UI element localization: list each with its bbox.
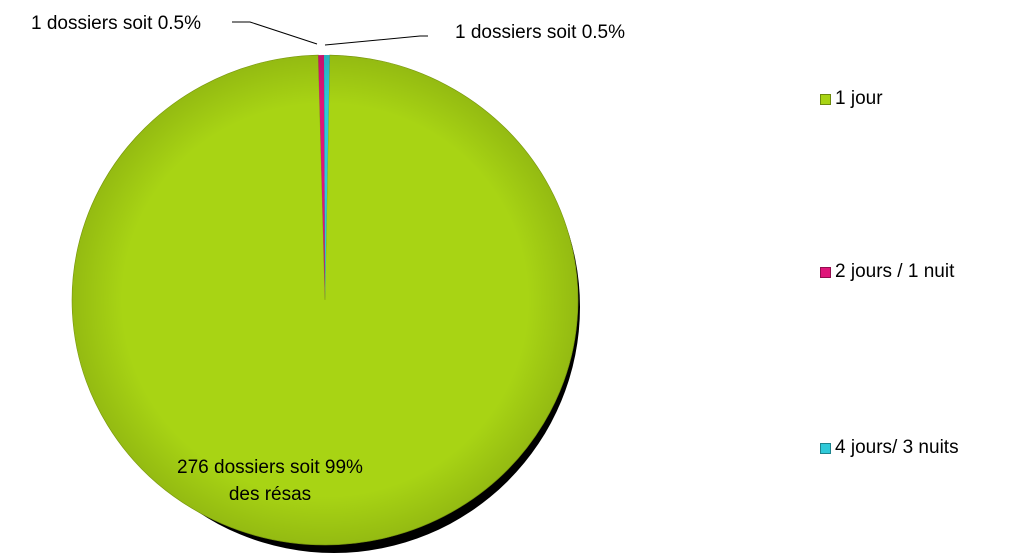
data-label-4-jours-line-1: 1 dossiers soit 0.5% [455,22,625,43]
data-label-1-jour-line-2: des résas [229,484,311,505]
legend-label: 4 jours/ 3 nuits [835,437,959,458]
data-label-2-jours-line-1: 1 dossiers soit 0.5% [31,13,201,34]
legend-swatch-1-jour [820,93,831,105]
legend-swatch-4-jours [820,442,831,454]
leader-line-4-jours [324,35,428,46]
legend-label: 2 jours / 1 nuit [835,261,955,282]
legend-label: 1 jour [835,88,883,109]
data-label-1-jour: 276 dossiers soit 99% des résas [177,457,363,505]
data-label-2-jours: 1 dossiers soit 0.5% [31,13,201,34]
leader-line-2-jours [232,21,318,45]
legend-item-4-jours: 4 jours/ 3 nuits [820,437,959,459]
data-label-4-jours: 1 dossiers soit 0.5% [455,22,625,43]
legend-item-1-jour: 1 jour [820,88,883,110]
data-labels: 1 dossiers soit 0.5% 1 dossiers soit 0.5%… [31,13,625,505]
data-label-1-jour-line-1: 276 dossiers soit 99% [177,457,363,478]
legend-swatch-2-jours [820,266,831,278]
legend-item-2-jours: 2 jours / 1 nuit [820,261,954,283]
legend: 1 jour 2 jours / 1 nuit 4 jours/ 3 nuits [820,0,1030,553]
leader-lines [232,21,428,46]
